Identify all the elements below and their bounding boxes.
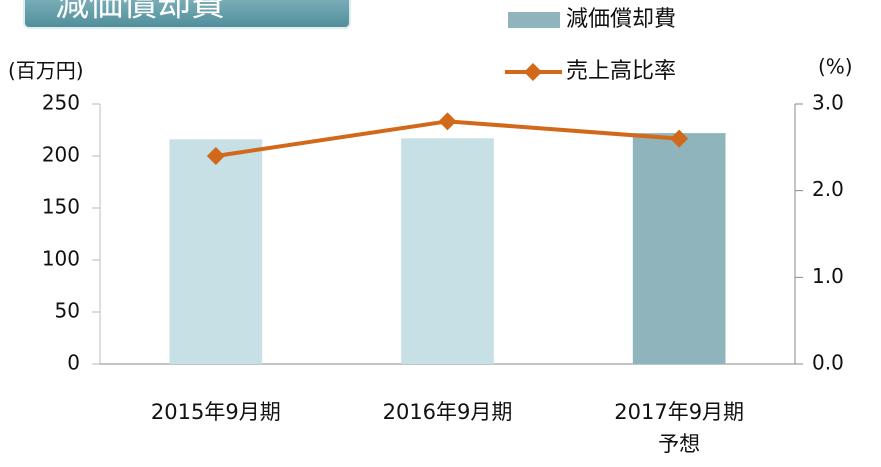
- bar: [169, 139, 263, 364]
- y-axis-label: (百万円): [8, 59, 84, 83]
- y2-tick-label: 0.0: [812, 351, 844, 375]
- y-tick-label: 50: [55, 299, 80, 323]
- title-box: [23, 0, 351, 29]
- y-tick-label: 200: [42, 143, 80, 167]
- y-tick-label: 250: [42, 91, 80, 115]
- x-tick-label: 2016年9月期: [382, 400, 513, 424]
- y2-axis-label: (%): [818, 55, 853, 79]
- line-marker: [670, 129, 689, 148]
- bar: [401, 138, 494, 364]
- line-marker: [438, 112, 457, 131]
- line-marker: [206, 147, 225, 165]
- bar: [632, 133, 726, 364]
- y2-tick-label: 2.0: [812, 177, 844, 201]
- y-tick-label: 0: [67, 351, 80, 375]
- y-tick-label: 100: [42, 247, 80, 271]
- x-tick-label: 2017年9月期 予想: [614, 400, 745, 456]
- y2-tick-label: 3.0: [812, 91, 844, 115]
- legend-label: 売上高比率: [566, 59, 676, 84]
- legend-swatch: [508, 12, 560, 28]
- y-tick-label: 150: [42, 195, 80, 219]
- legend-marker: [524, 63, 542, 81]
- y2-tick-label: 1.0: [812, 264, 844, 288]
- chart-title: 減価償却費: [55, 0, 225, 25]
- x-tick-label: 2015年9月期: [150, 400, 281, 424]
- legend-label: 減価償却費: [566, 7, 676, 32]
